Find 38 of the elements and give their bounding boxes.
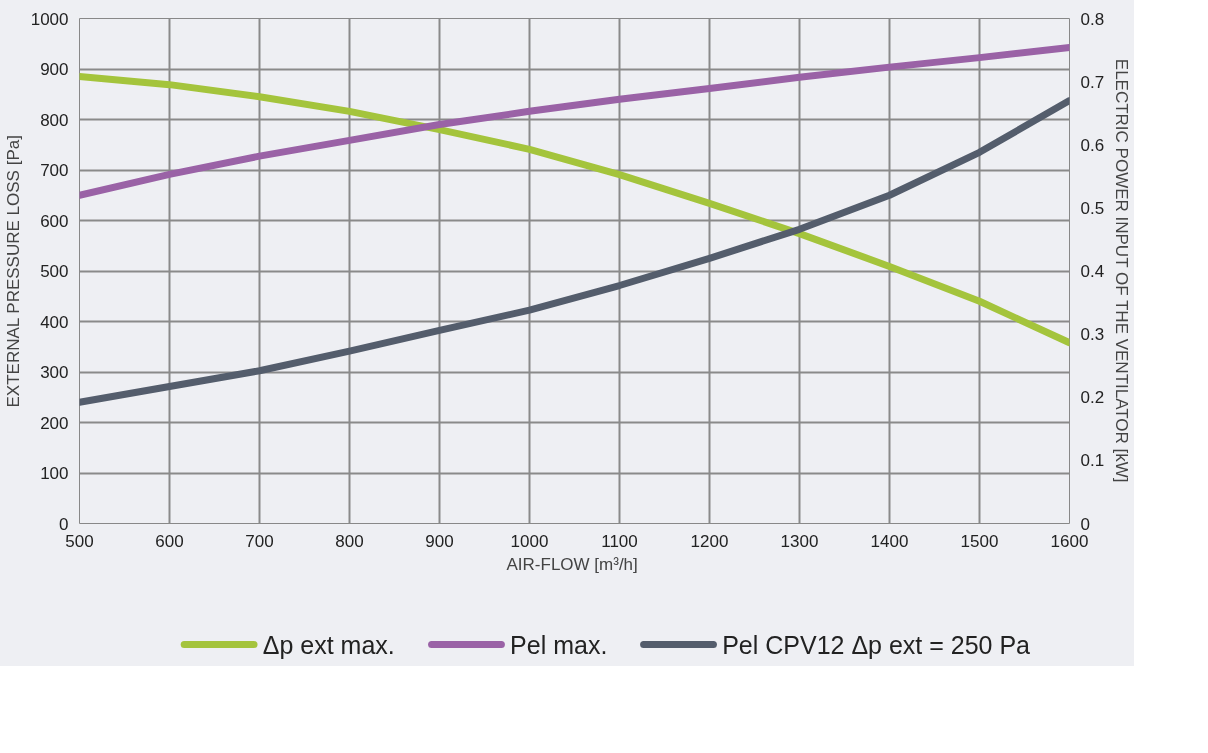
x-tick-label: 1000 (510, 531, 549, 551)
x-tick-label: 600 (155, 531, 184, 551)
legend-label: Pel max. (510, 630, 608, 659)
y2-tick-label: 0.6 (1080, 135, 1105, 155)
x-tick-label: 500 (65, 531, 94, 551)
x-axis-title: AIR-FLOW [m³/h] (506, 554, 638, 574)
y-tick-label: 800 (40, 110, 69, 130)
y2-tick-label: 0.4 (1080, 262, 1105, 281)
y-tick-label: 500 (40, 262, 69, 281)
y-tick-label: 600 (40, 211, 69, 231)
y2-tick-label: 0.1 (1080, 451, 1105, 471)
y-tick-label: 0 (59, 514, 69, 534)
y2-tick-label: 0.5 (1080, 198, 1105, 218)
y-tick-label: 400 (40, 312, 69, 332)
y-tick-label: 900 (40, 60, 69, 79)
y2-tick-label: 0.7 (1080, 72, 1105, 92)
x-tick-label: 800 (335, 531, 364, 551)
y-axis-title: EXTERNAL PRESSURE LOSS [Pa] (3, 135, 23, 408)
y2-axis-title: ELECTRIC POWER INPUT OF THE VENTILATOR [kW] (1112, 58, 1132, 483)
x-tick-label: 1200 (690, 531, 729, 551)
y2-tick-label: 0 (1080, 514, 1090, 534)
x-tick-label: 1100 (601, 531, 638, 551)
y2-tick-label: 0.2 (1080, 388, 1105, 408)
x-tick-label: 1400 (870, 531, 909, 551)
y-tick-label: 200 (40, 413, 69, 433)
y-tick-label: 300 (40, 363, 69, 382)
legend-label: Δp ext max. (262, 630, 395, 659)
x-tick-label: 700 (245, 531, 274, 551)
legend-label: Pel CPV12 Δp ext = 250 Pa (722, 630, 1031, 659)
x-tick-label: 1300 (780, 531, 819, 551)
y-tick-label: 1000 (30, 9, 69, 29)
y2-tick-label: 0.8 (1080, 9, 1105, 29)
x-tick-label: 1500 (960, 531, 999, 551)
y2-tick-label: 0.3 (1080, 325, 1105, 345)
y-tick-label: 100 (40, 464, 69, 483)
x-tick-label: 1600 (1050, 531, 1089, 551)
x-tick-label: 900 (425, 531, 454, 551)
y-tick-label: 700 (40, 161, 69, 180)
